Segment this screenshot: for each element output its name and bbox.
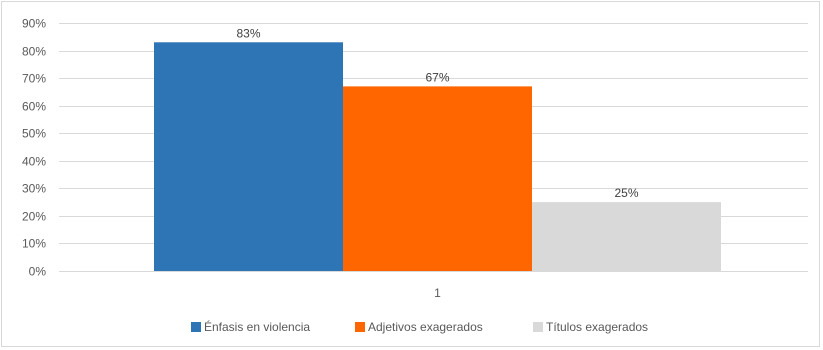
legend: Énfasis en violencia Adjetivos exagerados… [191,319,648,334]
legend-label: Énfasis en violencia [204,319,310,334]
x-tick-label: 1 [434,286,441,300]
data-label: 25% [614,186,638,200]
y-tick-label: 10% [22,237,46,251]
legend-swatch [191,322,201,332]
y-tick-label: 20% [22,210,46,224]
y-axis: 0% 10% 20% 30% 40% 50% 60% 70% 80% 90% [22,17,46,279]
data-label: 83% [236,26,260,40]
y-tick-label: 70% [22,72,46,86]
y-tick-label: 80% [22,45,46,59]
y-tick-label: 50% [22,127,46,141]
bar--nfasis-en-violencia [154,42,343,271]
x-axis: 1 [434,286,441,300]
legend-swatch [533,322,543,332]
y-tick-label: 40% [22,155,46,169]
legend-swatch [355,322,365,332]
legend-label: Títulos exagerados [546,320,648,334]
legend-label: Adjetivos exagerados [368,320,483,334]
data-label: 67% [425,70,449,84]
y-tick-label: 90% [22,17,46,31]
y-tick-label: 0% [29,265,47,279]
y-tick-label: 30% [22,182,46,196]
bar-t-tulos-exagerados [532,202,721,271]
bar-adjetivos-exagerados [343,86,532,271]
y-tick-label: 60% [22,100,46,114]
